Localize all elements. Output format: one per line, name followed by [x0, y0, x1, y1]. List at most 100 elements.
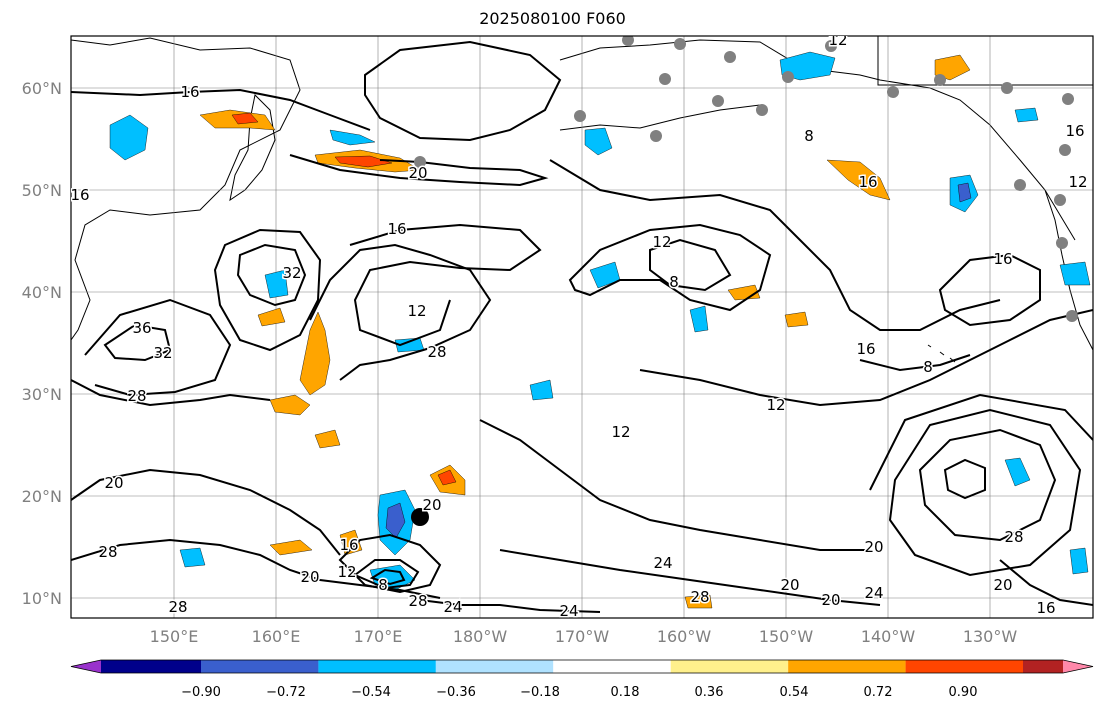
colorbar-segment — [553, 660, 671, 673]
negative-patch — [779, 51, 836, 81]
contour-label: 24 — [443, 598, 462, 616]
contour-label: 16 — [856, 340, 875, 358]
colorbar-arrow-right — [1063, 660, 1093, 673]
contour-16 — [71, 88, 371, 131]
longitude-label: 160°W — [657, 627, 712, 646]
contour-32-loop — [236, 243, 307, 307]
contour-16 — [349, 223, 542, 347]
contour-label: 36 — [132, 319, 151, 337]
aleutian-chain — [559, 104, 761, 131]
latitude-axis: 10°N 20°N 30°N 40°N 50°N 60°N — [22, 79, 62, 608]
latitude-label: 30°N — [22, 385, 62, 404]
positive-core-patch — [334, 155, 393, 168]
latitude-label: 10°N — [22, 589, 62, 608]
asia-coastline — [71, 37, 301, 341]
contour-36-loop — [103, 323, 172, 362]
colorbar-tick-label: 0.90 — [949, 685, 978, 700]
longitude-label: 170°E — [354, 627, 403, 646]
contour-20-east-south — [999, 559, 1093, 606]
positive-core-patch — [437, 469, 457, 486]
contour-label: 28 — [427, 343, 446, 361]
contour-label: 28 — [408, 592, 427, 610]
latitude-label: 20°N — [22, 487, 62, 506]
contour-16-east — [549, 159, 1001, 331]
contour-8-ring-south — [369, 568, 406, 586]
contour-label: 20 — [104, 474, 123, 492]
contour-label: 20 — [993, 576, 1012, 594]
positive-patch — [269, 394, 311, 416]
contour-label: 28 — [98, 543, 117, 561]
positive-patch — [299, 311, 331, 396]
colorbar-segment — [318, 660, 436, 673]
contour-28-ring — [869, 393, 1093, 491]
colorbar-tick-label: 0.18 — [611, 685, 640, 700]
colorbar-segment — [905, 660, 1023, 673]
negative-core-patch — [385, 502, 406, 539]
colorbar — [70, 659, 1094, 674]
colorbar-tick-label: −0.54 — [351, 685, 391, 700]
colorbar-tick-label: 0.36 — [695, 685, 724, 700]
colorbar-segment — [788, 660, 906, 673]
colorbar-segment — [201, 660, 319, 673]
negative-patch — [329, 129, 376, 146]
latitude-label: 50°N — [22, 181, 62, 200]
contour-label: 28 — [168, 598, 187, 616]
negative-patch — [109, 114, 149, 161]
contour-28 — [71, 379, 271, 407]
contour-label: 16 — [1065, 122, 1084, 140]
positive-patch — [934, 54, 971, 81]
positive-patch — [784, 311, 809, 328]
contour-12 — [364, 40, 562, 142]
contour-label: 16 — [339, 536, 358, 554]
contour-label: 28 — [127, 387, 146, 405]
negative-patch — [264, 269, 289, 299]
positive-patch — [314, 429, 341, 449]
contour-label: 12 — [766, 396, 785, 414]
grid-lines — [71, 36, 1093, 618]
negative-patch — [1069, 547, 1089, 575]
contour-32 — [84, 298, 232, 397]
negative-patch — [584, 127, 613, 156]
contour-label: 20 — [422, 496, 441, 514]
contour-label: 24 — [653, 554, 672, 572]
contour-label: 12 — [337, 563, 356, 581]
contour-label: 8 — [804, 127, 814, 145]
canada-box — [877, 36, 1093, 86]
map-content — [71, 36, 1093, 618]
negative-patch — [1004, 457, 1031, 487]
contour-label: 28 — [1004, 528, 1023, 546]
contour-label: 28 — [690, 588, 709, 606]
contour-label: 24 — [559, 602, 578, 620]
contour-label: 12 — [652, 233, 671, 251]
contour-label: 12 — [828, 31, 847, 49]
contour-label: 16 — [993, 250, 1012, 268]
contour-label: 20 — [821, 591, 840, 609]
colorbar-tick-labels: −0.90 −0.72 −0.54 −0.36 −0.18 0.18 0.36 … — [181, 685, 977, 700]
negative-patch — [689, 305, 709, 333]
storm-center-marker — [411, 508, 429, 526]
map-title: 2025080100 F060 — [479, 9, 626, 28]
contour-28-loop — [213, 228, 322, 352]
contour-label: 12 — [407, 302, 426, 320]
latitude-label: 40°N — [22, 283, 62, 302]
contour-20-south — [71, 468, 341, 556]
contour-label: 16 — [1036, 599, 1055, 617]
colorbar-arrow-left — [71, 660, 101, 673]
longitude-label: 150°W — [759, 627, 814, 646]
longitude-label: 160°E — [252, 627, 301, 646]
negative-patch — [179, 547, 206, 568]
contour-label: 8 — [669, 273, 679, 291]
contour-label: 32 — [282, 264, 301, 282]
contour-label: 20 — [864, 538, 883, 556]
contour-label: 12 — [1068, 173, 1087, 191]
longitude-axis: 150°E 160°E 170°E 180°W 170°W 160°W 150°… — [150, 627, 1018, 646]
contour-label-layer: 1620121632162812363228121681281612161682… — [70, 31, 1089, 620]
anomaly-patches — [109, 51, 1091, 609]
contour-label: 16 — [70, 186, 89, 204]
contour-label: 24 — [864, 584, 883, 602]
longitude-label: 170°W — [555, 627, 610, 646]
contour-8 — [649, 238, 732, 292]
contour-12-ring-south — [353, 559, 420, 590]
contour-label: 20 — [300, 568, 319, 586]
